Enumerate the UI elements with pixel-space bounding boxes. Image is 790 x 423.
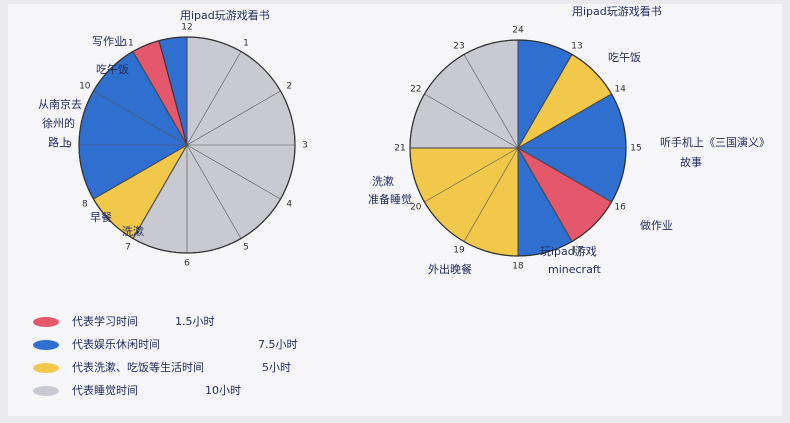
legend-label: 代表娱乐休闲时间	[72, 337, 160, 351]
annotation: 用ipad玩游戏看书	[180, 8, 270, 22]
hour-label: 12	[181, 23, 192, 33]
legend-amount: 5小时	[262, 361, 291, 374]
hour-line	[463, 147, 519, 242]
hour-line	[517, 54, 573, 149]
hour-label: 8	[82, 200, 88, 210]
hour-line	[132, 144, 188, 239]
annotation: 吃午饭	[96, 63, 129, 76]
annotation: 用ipad玩游戏看书	[572, 4, 662, 18]
legend-swatch	[33, 386, 59, 396]
legend-amount: 1.5小时	[175, 315, 215, 328]
hour-label: 23	[453, 41, 464, 51]
hour-label: 9	[66, 141, 72, 151]
annotation: 洗漱	[122, 225, 144, 238]
hour-line	[517, 147, 612, 203]
annotation: 外出晚餐	[428, 262, 472, 276]
hour-line	[186, 144, 242, 239]
hour-label: 16	[614, 203, 626, 213]
legend-label: 代表洗漱、吃饭等生活时间	[72, 360, 204, 374]
annotation: 故事	[680, 155, 702, 169]
hour-label: 6	[184, 259, 190, 269]
annotation: 做作业	[640, 218, 673, 232]
annotation: 写作业	[92, 35, 125, 48]
annotation: 玩ipad游戏	[540, 245, 597, 258]
legend-swatch	[33, 340, 59, 350]
legend-label: 代表学习时间	[72, 314, 138, 328]
annotation: 徐州的	[42, 116, 75, 130]
hour-label: 24	[512, 26, 524, 36]
dial-outline	[409, 39, 627, 257]
annotation: 吃午饭	[608, 51, 641, 64]
hour-line	[517, 93, 612, 149]
annotation: 洗漱	[372, 175, 394, 188]
dial-outline	[78, 36, 296, 254]
hour-label: 22	[410, 85, 421, 95]
hour-line	[186, 51, 242, 146]
hour-line	[132, 51, 188, 146]
hour-label: 11	[122, 38, 133, 48]
hour-label: 2	[286, 82, 292, 92]
legend-amount: 7.5小时	[258, 338, 298, 351]
hour-line	[424, 147, 519, 203]
hour-label: 14	[614, 85, 626, 95]
annotation: 路上	[48, 136, 70, 149]
hour-label: 18	[512, 262, 524, 272]
hour-label: 21	[394, 144, 405, 154]
annotation: 从南京去	[38, 97, 82, 111]
hour-label: 20	[410, 203, 422, 213]
hour-line	[93, 144, 188, 200]
hour-label: 1	[243, 38, 249, 48]
hour-line	[517, 147, 573, 242]
hour-label: 5	[243, 243, 249, 253]
hour-line	[463, 54, 519, 149]
hour-label: 4	[286, 200, 292, 210]
hour-label: 3	[302, 141, 308, 151]
annotation: minecraft	[548, 263, 602, 276]
hour-line	[186, 144, 281, 200]
hour-label: 13	[571, 41, 582, 51]
hour-label: 19	[453, 246, 465, 256]
hour-line	[186, 90, 281, 146]
hour-label: 15	[630, 144, 641, 154]
annotation: 准备睡觉	[368, 192, 412, 206]
hour-line	[93, 90, 188, 146]
legend-swatch	[33, 317, 59, 327]
legend-label: 代表睡觉时间	[72, 383, 138, 397]
hour-label: 7	[125, 243, 131, 253]
hour-line	[424, 93, 519, 149]
hour-label: 10	[79, 82, 91, 92]
annotation: 听手机上《三国演义》	[660, 135, 770, 149]
legend-amount: 10小时	[205, 384, 241, 397]
annotation: 早餐	[90, 210, 112, 224]
legend-swatch	[33, 363, 59, 373]
hour-label: 17	[571, 246, 582, 256]
